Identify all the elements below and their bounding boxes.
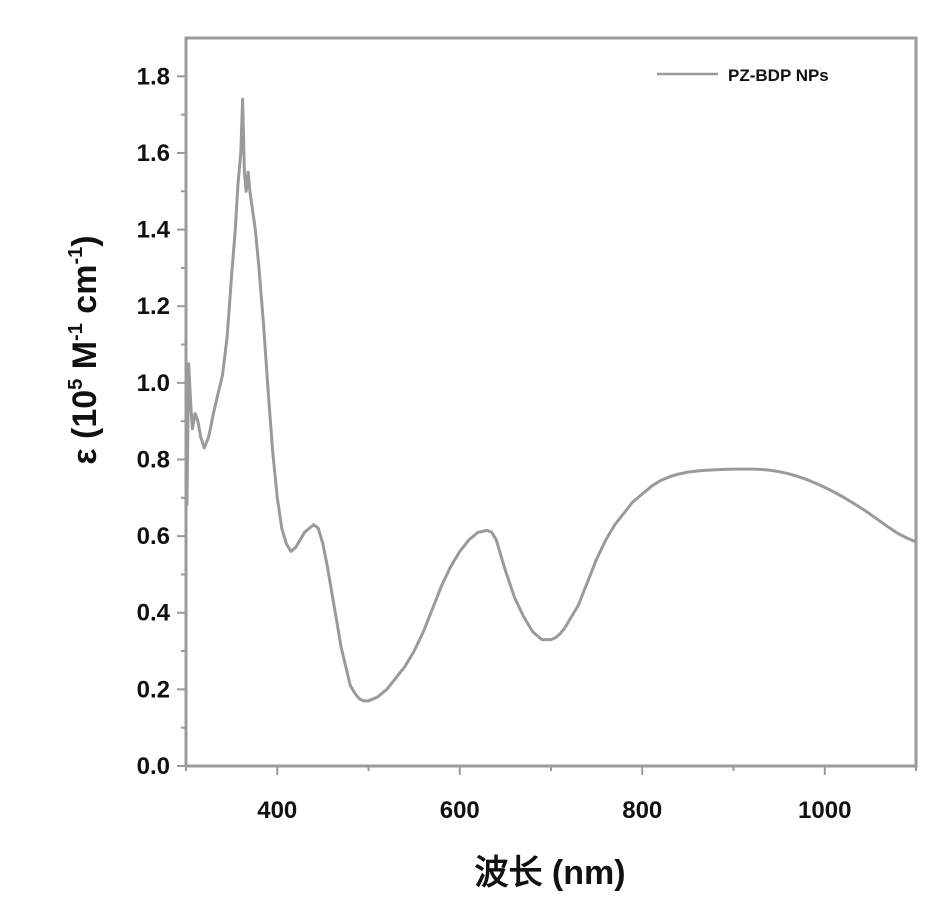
y-tick-label: 0.8 (137, 446, 170, 473)
y-tick-label: 0.2 (137, 676, 170, 703)
y-axis-title-exp1: 5 (65, 379, 87, 390)
y-axis-title-mid: M (66, 341, 104, 379)
y-tick-label: 1.8 (137, 63, 170, 90)
legend-label: PZ-BDP NPs (728, 66, 829, 85)
y-tick-label: 0.4 (137, 600, 171, 627)
y-axis-title-symbol: ε (66, 448, 104, 464)
y-tick-label: 1.6 (137, 140, 170, 167)
x-tick-label: 400 (257, 797, 297, 824)
y-axis-title: ε (105 M-1 cm-1) (65, 235, 104, 464)
plot-area (185, 97, 917, 703)
y-tick-label: 1.2 (137, 293, 170, 320)
y-axis-title-exp3: -1 (65, 247, 87, 265)
y-axis-title-unit: cm (66, 265, 104, 324)
y-axis-ticks: 0.0 0.2 0.4 0.6 0.8 1.0 1.2 1.4 1.6 1.8 (137, 63, 186, 780)
plot-frame (184, 36, 918, 768)
y-tick-label: 1.0 (137, 370, 170, 397)
y-tick-label: 1.4 (137, 217, 171, 244)
x-axis-title: 波长 (nm) (474, 854, 625, 892)
x-tick-label: 600 (440, 797, 480, 824)
series-line-0 (185, 97, 917, 703)
y-tick-label: 0.6 (137, 523, 170, 550)
legend: PZ-BDP NPs (657, 66, 829, 85)
y-axis-title-close: ) (66, 235, 104, 246)
x-tick-label: 800 (622, 797, 662, 824)
y-axis-title-exp2: -1 (65, 323, 87, 341)
x-tick-label: 1000 (798, 797, 851, 824)
y-axis-title-open: (10 (66, 390, 104, 449)
y-tick-label: 0.0 (137, 753, 170, 780)
